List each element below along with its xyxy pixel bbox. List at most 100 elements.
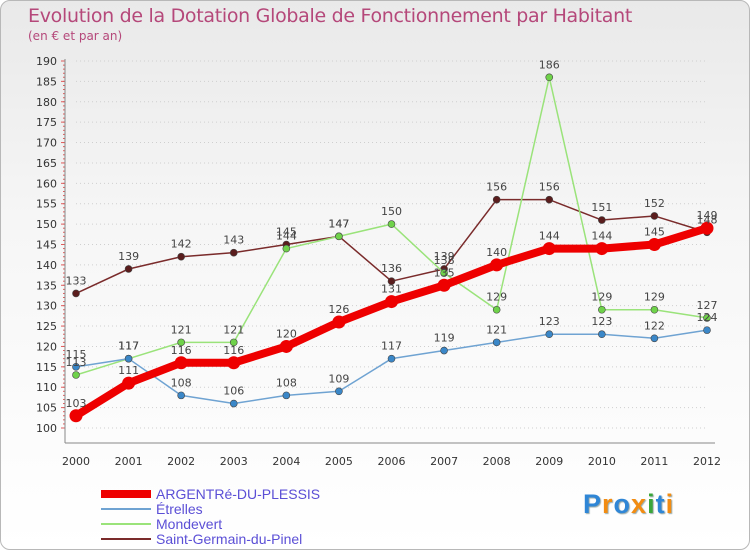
data-label: 119 <box>434 332 455 345</box>
chart-title: Evolution de la Dotation Globale de Fonc… <box>28 5 633 27</box>
chart-subtitle: (en € et par an) <box>28 29 123 43</box>
data-point <box>124 354 133 363</box>
data-label: 133 <box>66 274 87 287</box>
data-label: 148 <box>697 213 718 226</box>
data-label: 103 <box>66 397 87 410</box>
data-label: 106 <box>223 385 244 398</box>
data-point <box>700 221 714 235</box>
data-point <box>703 326 711 334</box>
x-tick-label: 2012 <box>693 455 721 468</box>
data-point <box>598 305 606 314</box>
data-label: 113 <box>66 356 87 369</box>
data-label: 126 <box>328 303 349 316</box>
data-point <box>227 356 241 370</box>
y-tick-label: 100 <box>36 422 57 435</box>
data-label: 115 <box>66 348 87 361</box>
data-point <box>124 265 133 273</box>
data-label: 156 <box>486 181 507 194</box>
data-point <box>650 212 659 220</box>
y-tick-label: 115 <box>36 361 57 374</box>
data-label: 135 <box>434 266 455 279</box>
data-label: 129 <box>644 291 665 304</box>
data-point <box>387 277 396 286</box>
data-point <box>595 242 609 256</box>
data-point <box>229 248 238 257</box>
x-tick-label: 2002 <box>167 455 195 468</box>
y-tick-label: 105 <box>36 402 57 415</box>
data-point <box>387 354 396 363</box>
data-point <box>282 391 291 400</box>
data-label: 151 <box>591 201 612 214</box>
y-tick-label: 185 <box>36 75 57 88</box>
legend-label: Saint-Germain-du-Pinel <box>156 531 303 547</box>
data-label: 150 <box>381 205 402 218</box>
data-label: 144 <box>539 230 560 243</box>
x-tick-label: 2009 <box>535 455 563 468</box>
x-tick-label: 2006 <box>378 455 406 468</box>
data-point <box>492 195 501 204</box>
data-label: 144 <box>276 230 297 243</box>
data-point <box>387 220 396 228</box>
data-label: 149 <box>697 209 718 222</box>
data-label: 123 <box>591 315 612 328</box>
data-point <box>647 238 661 251</box>
data-label: 117 <box>381 340 402 353</box>
data-point <box>69 409 83 423</box>
data-point <box>598 216 606 224</box>
x-tick-label: 2005 <box>325 455 353 468</box>
legend-label: Étrelles <box>156 501 203 517</box>
data-label: 131 <box>381 283 402 296</box>
legend-label: ARGENTRé-DU-PLESSIS <box>156 486 321 502</box>
data-point <box>174 356 188 370</box>
data-point <box>335 387 343 396</box>
data-point <box>72 363 80 371</box>
data-label: 139 <box>434 250 455 263</box>
data-point <box>72 289 80 298</box>
data-label: 117 <box>118 340 139 353</box>
x-tick-label: 2010 <box>588 455 616 468</box>
data-point <box>545 195 554 204</box>
y-tick-label: 140 <box>36 259 57 272</box>
data-label: 152 <box>644 197 665 210</box>
data-label: 139 <box>118 250 139 263</box>
data-point <box>490 258 504 272</box>
data-point <box>703 314 711 322</box>
data-point <box>385 295 398 309</box>
x-tick-label: 2011 <box>640 455 668 468</box>
x-tick-label: 2007 <box>430 455 458 468</box>
data-label: 145 <box>644 226 665 239</box>
x-tick-label: 2003 <box>220 455 248 468</box>
data-label: 156 <box>539 181 560 194</box>
data-point <box>282 244 291 253</box>
data-label: 145 <box>276 226 297 239</box>
data-point <box>335 232 343 241</box>
data-label: 129 <box>591 291 612 304</box>
x-tick-label: 2004 <box>272 455 300 468</box>
data-label: 140 <box>486 246 507 259</box>
legend-swatch <box>101 490 151 498</box>
data-point <box>650 334 659 343</box>
data-point <box>177 252 185 261</box>
data-point <box>598 330 606 339</box>
data-label: 122 <box>644 319 665 332</box>
data-point <box>72 371 80 379</box>
y-tick-label: 175 <box>36 116 57 129</box>
data-label: 127 <box>697 299 718 312</box>
data-label: 116 <box>223 344 244 357</box>
legend-swatch <box>101 508 151 510</box>
data-point <box>542 242 556 256</box>
data-point <box>122 376 136 390</box>
data-label: 143 <box>223 234 244 247</box>
data-label: 142 <box>171 238 192 251</box>
data-point <box>279 339 293 353</box>
data-point <box>545 73 554 82</box>
data-label: 117 <box>118 340 139 353</box>
legend-swatch <box>101 538 151 540</box>
data-point <box>177 338 185 347</box>
data-label: 111 <box>118 364 139 377</box>
x-tick-label: 2001 <box>115 455 143 468</box>
y-tick-label: 155 <box>36 198 57 211</box>
data-label: 129 <box>486 291 507 304</box>
